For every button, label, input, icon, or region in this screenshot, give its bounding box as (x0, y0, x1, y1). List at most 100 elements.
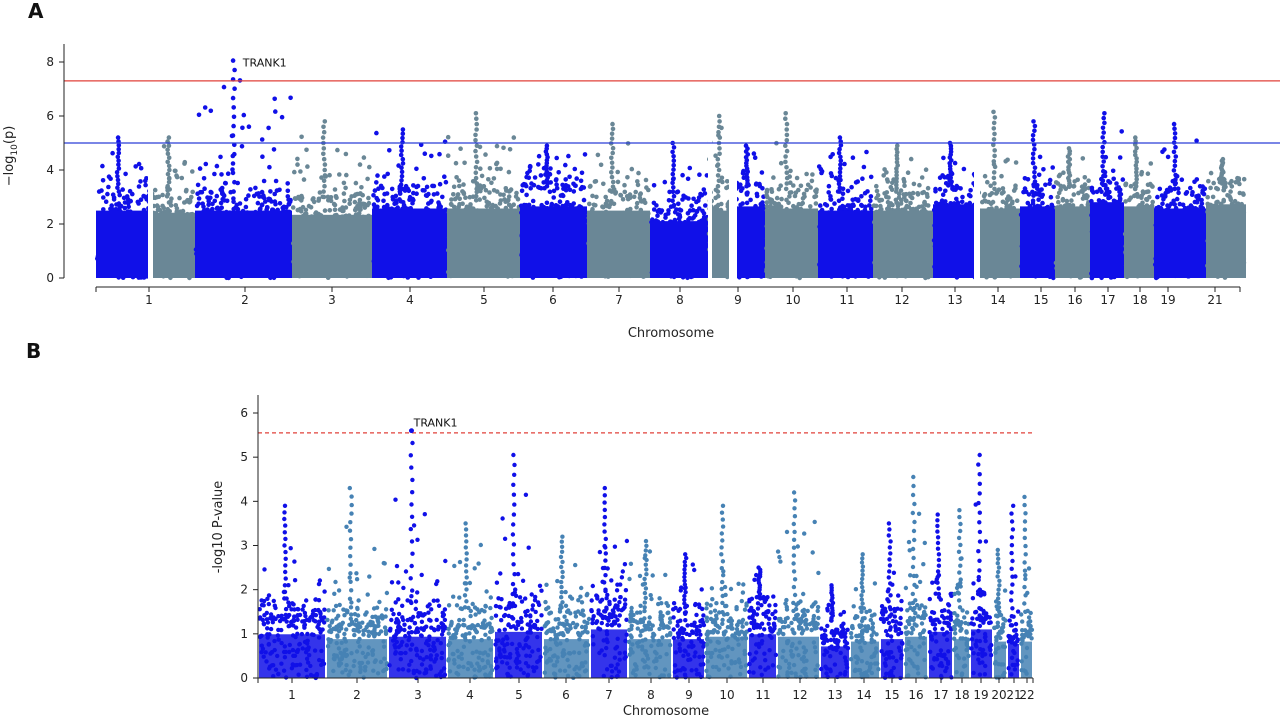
chromosome-9-dense-band (650, 221, 708, 278)
snp-peak-point (609, 136, 615, 141)
snp-peak-point (894, 176, 899, 181)
snp-point (272, 191, 278, 197)
snp-point (1232, 198, 1238, 204)
snp-peak-point (894, 189, 899, 194)
snp-point (322, 208, 328, 213)
snp-point (298, 169, 303, 174)
snp-point (703, 203, 708, 208)
snp-point (634, 205, 639, 210)
snp-point (672, 209, 678, 215)
snp-point (221, 84, 227, 90)
snp-peak-point (1133, 135, 1138, 140)
snp-peak-point (115, 177, 121, 183)
snp-point (558, 193, 564, 198)
snp-peak-point (400, 161, 406, 166)
chromosome-15-dense-band (933, 204, 977, 278)
snp-point (738, 182, 743, 187)
snp-point (109, 203, 114, 208)
snp-point (689, 203, 694, 208)
snp-point (1206, 178, 1211, 184)
snp-peak-point (399, 165, 404, 170)
snp-peak-point (320, 135, 326, 140)
snp-point (1162, 147, 1167, 152)
snp-point (850, 155, 856, 160)
snp-point (680, 172, 685, 178)
snp-point (748, 197, 753, 203)
snp-peak-point (1100, 178, 1106, 184)
chromosome-4-dense-band (292, 214, 372, 278)
snp-point (96, 189, 102, 194)
snp-peak-point (1101, 173, 1106, 179)
chromosome-7-dense-band (520, 206, 587, 278)
snp-point (273, 178, 279, 184)
snp-point (878, 203, 883, 209)
snp-peak-point (610, 145, 616, 151)
snp-peak-point (473, 170, 479, 175)
snp-point (332, 187, 338, 192)
snp-point (573, 183, 578, 189)
snp-peak-point (1030, 151, 1036, 157)
snp-point (643, 177, 649, 183)
snp-point (960, 194, 965, 200)
snp-point (786, 200, 791, 206)
snp-point (172, 168, 178, 174)
snp-point (1225, 193, 1230, 198)
snp-point (259, 137, 265, 142)
snp-point (1013, 160, 1019, 165)
snp-peak-point (230, 161, 236, 166)
snp-point (578, 178, 584, 184)
snp-point (487, 166, 493, 171)
snp-peak-point (1172, 182, 1178, 187)
snp-point (182, 200, 187, 205)
snp-peak-point (715, 156, 721, 162)
snp-peak-point (400, 131, 406, 136)
snp-peak-point (716, 124, 722, 130)
snp-point (470, 194, 476, 199)
snp-point (635, 179, 640, 184)
snp-point (489, 180, 494, 186)
snp-point (776, 186, 782, 192)
snp-point (343, 205, 349, 210)
snp-point (687, 165, 693, 171)
snp-point (629, 166, 635, 172)
snp-point (218, 200, 224, 206)
snp-point (845, 203, 851, 208)
snp-point (431, 183, 437, 189)
snp-peak-point (670, 171, 676, 177)
snp-peak-point (991, 142, 996, 148)
snp-peak-point (715, 189, 721, 194)
snp-point (279, 114, 285, 120)
snp-peak-point (322, 162, 328, 167)
snp-point (305, 164, 310, 169)
snp-peak-point (165, 183, 170, 189)
snp-point (457, 183, 462, 189)
snp-peak-point (670, 149, 675, 155)
snp-point (886, 195, 891, 200)
snp-point (443, 179, 449, 185)
snp-point (952, 160, 958, 166)
snp-point (123, 171, 128, 177)
chromosome-21-points (1153, 121, 1208, 281)
snp-point (1233, 180, 1239, 185)
snp-point (1080, 156, 1086, 161)
snp-point (788, 190, 794, 195)
snp-point (1022, 186, 1028, 191)
snp-point (375, 173, 380, 178)
snp-point (515, 196, 521, 202)
snp-point (724, 179, 730, 184)
snp-point (389, 186, 395, 192)
snp-point (882, 167, 887, 172)
snp-peak-point (671, 202, 677, 208)
snp-point (451, 192, 456, 197)
snp-peak-point (166, 163, 172, 169)
snp-point (371, 193, 376, 198)
snp-point (860, 176, 865, 181)
snp-point (1021, 189, 1026, 195)
snp-point (214, 193, 220, 199)
snp-peak-point (1172, 186, 1177, 192)
snp-point (826, 190, 831, 195)
snp-point (210, 206, 215, 212)
snp-point (1086, 178, 1091, 183)
snp-peak-point (671, 158, 677, 163)
